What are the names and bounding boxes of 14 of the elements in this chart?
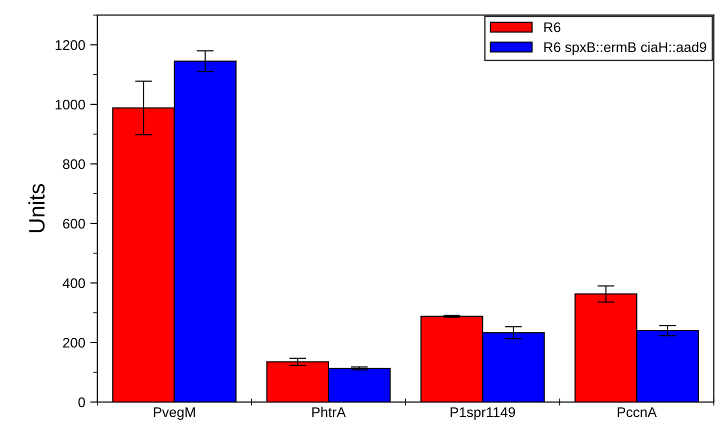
legend-label: R6 spxB::ermB ciaH::aad9	[544, 42, 706, 55]
y-tick-label: 1200	[56, 40, 85, 50]
x-tick-label: PhtrA	[312, 406, 346, 418]
y-tick-label: 200	[63, 338, 85, 348]
y-tick-label: 1000	[56, 100, 85, 110]
x-tick-label: PvegM	[154, 407, 195, 420]
legend-label: R6	[544, 22, 560, 32]
y-tick-label: 0	[78, 397, 85, 408]
y-axis-title: Units	[28, 184, 45, 232]
x-tick-label: PccnA	[618, 407, 657, 418]
y-tick-label: 400	[62, 278, 85, 288]
x-tick-label: P1spr1149	[450, 407, 516, 420]
y-tick-label: 800	[62, 159, 85, 170]
y-tick-label: 600	[63, 218, 85, 229]
